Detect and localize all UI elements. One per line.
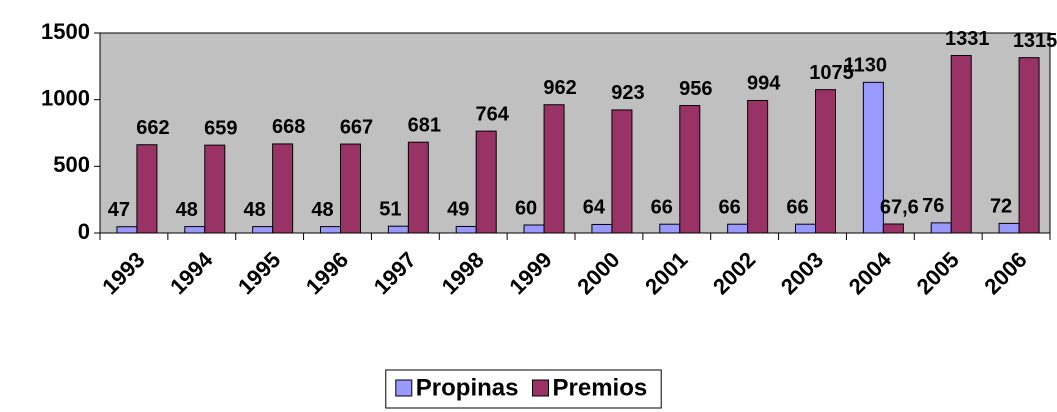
x-tick-label: 2001 xyxy=(640,247,692,299)
data-label: 48 xyxy=(311,199,333,221)
bar xyxy=(1018,57,1040,234)
bar xyxy=(659,223,681,234)
data-label: 1130 xyxy=(844,55,887,77)
data-label: 48 xyxy=(244,199,266,221)
data-label: 667 xyxy=(340,116,373,138)
x-tick-label: 2006 xyxy=(979,247,1031,299)
y-tick-label: 1500 xyxy=(41,19,90,44)
legend-box xyxy=(385,369,662,409)
data-label: 1315 xyxy=(1013,30,1057,52)
data-label: 764 xyxy=(476,103,510,125)
bar xyxy=(747,99,769,234)
x-tick-label: 1998 xyxy=(437,247,489,299)
bar xyxy=(523,224,545,234)
x-tick-label: 1995 xyxy=(233,247,285,299)
data-label: 51 xyxy=(379,198,401,220)
bar xyxy=(591,223,613,234)
data-label: 994 xyxy=(747,73,781,95)
bar xyxy=(387,225,409,234)
bar xyxy=(795,223,816,234)
x-tick-label: 2000 xyxy=(572,247,624,299)
data-label: 48 xyxy=(176,199,198,221)
data-label: 681 xyxy=(408,114,441,136)
bar xyxy=(543,104,565,234)
x-tick-label: 2003 xyxy=(776,247,828,299)
data-label: 1075 xyxy=(809,62,854,84)
data-label: 72 xyxy=(990,196,1012,218)
data-label: 47 xyxy=(108,199,130,221)
bar xyxy=(204,144,226,234)
data-label: 60 xyxy=(515,197,537,219)
data-label: 962 xyxy=(543,77,576,99)
bar xyxy=(116,226,138,234)
bar xyxy=(930,222,952,234)
y-tick-label: 500 xyxy=(53,152,90,177)
x-tick-label: 2004 xyxy=(844,246,897,299)
bar xyxy=(950,55,972,234)
x-tick-label: 2002 xyxy=(708,247,760,299)
bar xyxy=(475,130,497,234)
plot-area xyxy=(99,32,1051,234)
bar xyxy=(407,141,429,234)
y-tick-label: 0 xyxy=(78,219,90,244)
data-label: 659 xyxy=(204,117,237,139)
bar xyxy=(136,144,158,234)
data-label: 64 xyxy=(583,197,606,219)
x-tick-label: 1996 xyxy=(301,247,353,299)
bar xyxy=(340,143,361,234)
y-tick-label: 1000 xyxy=(41,85,90,110)
bar xyxy=(882,223,904,234)
bar xyxy=(862,81,884,234)
bar xyxy=(727,223,749,234)
data-label: 956 xyxy=(679,78,712,100)
data-label: 923 xyxy=(611,82,644,104)
bar xyxy=(184,226,206,234)
bar xyxy=(679,105,701,234)
data-label: 66 xyxy=(786,196,808,218)
data-label: 76 xyxy=(922,195,944,217)
x-tick-label: 1993 xyxy=(97,247,149,299)
bar xyxy=(252,226,274,234)
data-label: 66 xyxy=(719,196,741,218)
x-tick-label: 1999 xyxy=(504,247,556,299)
bar xyxy=(998,222,1020,234)
data-label: 66 xyxy=(651,196,673,218)
x-tick-label: 1997 xyxy=(369,247,421,299)
x-tick-label: 1994 xyxy=(165,246,218,299)
x-tick-label: 2005 xyxy=(912,247,964,299)
data-label: 49 xyxy=(447,199,469,221)
legend-label: Premios xyxy=(552,374,647,401)
legend-label: Propinas xyxy=(416,374,519,401)
bar xyxy=(815,89,836,234)
bar xyxy=(272,143,294,234)
bar xyxy=(455,225,477,234)
bar xyxy=(320,226,341,234)
data-label: 668 xyxy=(272,116,305,138)
data-label: 662 xyxy=(136,117,169,139)
legend-swatch xyxy=(395,379,413,397)
legend-swatch xyxy=(531,379,549,397)
data-label: 1331 xyxy=(945,28,990,50)
legend: Propinas Premios xyxy=(385,369,662,409)
data-label: 67,6 xyxy=(880,196,919,218)
bar xyxy=(611,109,633,234)
